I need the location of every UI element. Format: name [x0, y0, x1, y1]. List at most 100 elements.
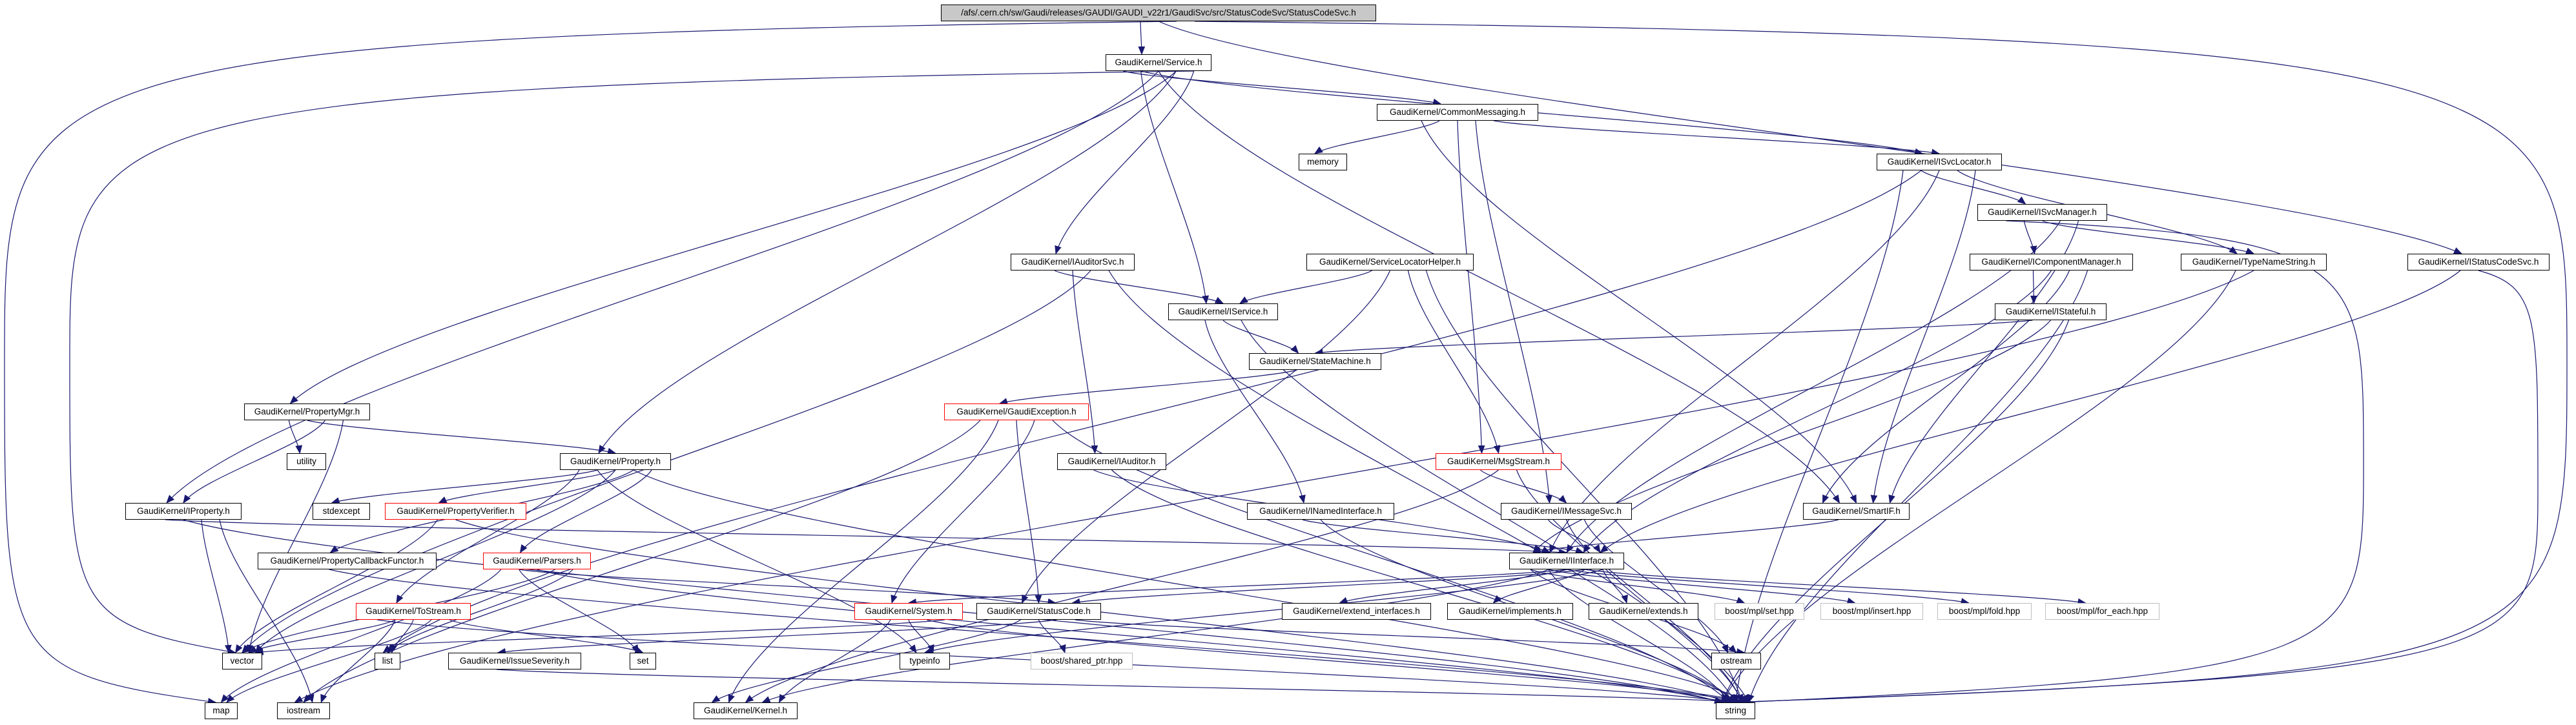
include-edge-iinterface-statuscode [1071, 569, 1585, 606]
graph-node-iservice[interactable]: GaudiKernel/IService.h [1168, 303, 1278, 320]
graph-node-sharedptr[interactable]: boost/shared_ptr.hpp [1031, 653, 1133, 669]
graph-node-istatuscodesvc[interactable]: GaudiKernel/IStatusCodeSvc.h [2407, 254, 2550, 271]
include-edge-propertymgr-iproperty [183, 420, 325, 504]
include-edge-statuscode-ostream [1075, 619, 1746, 655]
include-edge-tostream-list [390, 619, 414, 654]
graph-node-system[interactable]: GaudiKernel/System.h [854, 603, 963, 620]
include-edge-commonmsg-msgstream [1457, 120, 1485, 454]
graph-node-iproperty[interactable]: GaudiKernel/IProperty.h [125, 503, 242, 520]
include-edge-iproperty-vector [201, 519, 232, 654]
graph-node-gaudiexception[interactable]: GaudiKernel/GaudiException.h [944, 403, 1089, 420]
graph-node-commonmsg[interactable]: GaudiKernel/CommonMessaging.h [1377, 104, 1538, 121]
graph-node-extends[interactable]: GaudiKernel/extends.h [1589, 603, 1698, 620]
include-edge-property-propertyverifier [438, 469, 616, 504]
graph-node-mplforeach[interactable]: boost/mpl/for_each.hpp [2045, 603, 2159, 620]
include-edge-system-string [926, 619, 1743, 704]
graph-node-msgstream[interactable]: GaudiKernel/MsgStream.h [1436, 453, 1561, 470]
include-edge-svclochelper-string [1425, 270, 1744, 704]
graph-node-smartif[interactable]: GaudiKernel/SmartIF.h [1803, 503, 1910, 520]
graph-node-statuscode[interactable]: GaudiKernel/StatusCode.h [976, 603, 1101, 620]
graph-node-typeinfo[interactable]: typeinfo [900, 653, 950, 669]
graph-node-list[interactable]: list [375, 653, 400, 669]
include-edge-tostream-set [449, 619, 644, 653]
include-edge-iinterface-extends [1602, 569, 1628, 604]
include-edge-iinterface-mplinsert [1548, 569, 1856, 605]
graph-node-imessagesvc[interactable]: GaudiKernel/IMessageSvc.h [1501, 503, 1632, 520]
include-edge-iinterface-string [1548, 569, 1729, 704]
include-edge-system-kernel [778, 619, 891, 704]
include-edge-isvcmanager-icompmgr [2023, 220, 2037, 255]
graph-node-icompmgr[interactable]: GaudiKernel/IComponentManager.h [1970, 254, 2133, 271]
graph-node-svclochelper[interactable]: GaudiKernel/ServiceLocatorHelper.h [1306, 254, 1474, 271]
include-edge-service-commonmsg [1123, 70, 1442, 106]
include-edge-parsers-string [537, 569, 1724, 704]
include-edge-service-smartif [1158, 70, 1840, 504]
graph-node-propertymgr[interactable]: GaudiKernel/PropertyMgr.h [244, 403, 370, 420]
graph-node-mplfold[interactable]: boost/mpl/fold.hpp [1937, 603, 2032, 620]
include-edge-iinterface-system [907, 569, 1567, 606]
graph-node-string[interactable]: string [1716, 702, 1755, 719]
include-edge-svclochelper-statuscode [1021, 270, 1391, 604]
graph-node-tostream[interactable]: GaudiKernel/ToStream.h [356, 603, 471, 620]
include-edge-istateful-iinterface [1532, 320, 2051, 553]
include-edge-propertyverifier-vector [235, 519, 438, 654]
include-edge-msgstream-kernel [745, 469, 1499, 703]
graph-node-parsers[interactable]: GaudiKernel/Parsers.h [483, 553, 591, 569]
include-edge-istatuscodesvc-string [1728, 270, 2539, 706]
graph-node-propertyverifier[interactable]: GaudiKernel/PropertyVerifier.h [385, 503, 526, 520]
graph-node-extendifaces[interactable]: GaudiKernel/extend_interfaces.h [1282, 603, 1431, 620]
graph-node-iostream[interactable]: iostream [277, 702, 330, 719]
graph-node-iauditorsvc[interactable]: GaudiKernel/IAuditorSvc.h [1011, 254, 1135, 271]
include-edge-iauditorsvc-iservice [1054, 270, 1224, 304]
graph-node-issueseverity[interactable]: GaudiKernel/IssueSeverity.h [448, 653, 581, 669]
graph-node-iauditor[interactable]: GaudiKernel/IAuditor.h [1057, 453, 1166, 470]
graph-node-vector[interactable]: vector [222, 653, 262, 669]
graph-node-ostream[interactable]: ostream [1711, 653, 1761, 669]
include-edge-isvcmanager-typenamestring [2042, 220, 2255, 254]
include-edge-issueseverity-string [496, 669, 1750, 706]
include-edge-isvcmanager-string [1741, 220, 2364, 706]
graph-node-utility[interactable]: utility [287, 453, 326, 470]
graph-node-iinterface[interactable]: GaudiKernel/IInterface.h [1509, 553, 1624, 569]
graph-node-implements[interactable]: GaudiKernel/implements.h [1447, 603, 1573, 620]
include-edge-icompmgr-smartif [1822, 270, 2070, 504]
graph-node-kernel[interactable]: GaudiKernel/Kernel.h [694, 702, 798, 719]
include-edge-property-parsers [519, 469, 652, 554]
include-edge-service-property [598, 70, 1177, 454]
graph-node-property[interactable]: GaudiKernel/Property.h [560, 453, 671, 470]
include-edge-property-stdexcept [331, 469, 598, 504]
graph-node-memory[interactable]: memory [1299, 154, 1347, 170]
include-edge-root-service [1138, 21, 1146, 56]
graph-node-mplinsert[interactable]: boost/mpl/insert.hpp [1820, 603, 1923, 620]
graph-node-statemachine[interactable]: GaudiKernel/StateMachine.h [1249, 353, 1381, 370]
include-edge-iauditor-string [1111, 469, 1736, 703]
include-edge-iservice-statemachine [1222, 320, 1299, 354]
include-edge-root-string [1194, 21, 2568, 706]
graph-node-typenamestring[interactable]: GaudiKernel/TypeNameString.h [2181, 254, 2327, 271]
graph-node-set[interactable]: set [630, 653, 656, 669]
graph-node-inamedinterface[interactable]: GaudiKernel/INamedInterface.h [1247, 503, 1394, 520]
graph-node-isvcmanager[interactable]: GaudiKernel/ISvcManager.h [1977, 204, 2107, 221]
include-edge-iproperty-iinterface [165, 519, 1568, 556]
graph-node-istateful[interactable]: GaudiKernel/IStateful.h [1995, 303, 2107, 320]
graph-node-propcallback[interactable]: GaudiKernel/PropertyCallbackFunctor.h [258, 553, 437, 569]
graph-node-service[interactable]: GaudiKernel/Service.h [1106, 54, 1211, 71]
include-edge-smartif-iinterface [1532, 519, 1839, 555]
include-edge-iinterface-mplfold [1566, 569, 1970, 605]
include-edge-isvclocator-string [1733, 170, 1904, 704]
include-edge-propcallback-string [329, 569, 1749, 704]
include-edge-istateful-statemachine [1314, 320, 2033, 356]
include-edge-iinterface-typeinfo [923, 569, 1603, 654]
include-edge-icompmgr-string [1747, 270, 2088, 704]
graph-node-stdexcept[interactable]: stdexcept [313, 503, 370, 520]
graph-node-map[interactable]: map [205, 702, 238, 719]
graph-node-isvclocator[interactable]: GaudiKernel/ISvcLocator.h [1877, 154, 2002, 170]
include-edge-service-iauditorsvc [1055, 70, 1195, 255]
include-edge-imessagesvc-ostream [1583, 519, 1729, 654]
include-edge-isvclocator-isvcmanager [1921, 170, 2026, 205]
graph-node-mplset[interactable]: boost/mpl/set.hpp [1715, 603, 1804, 620]
include-edge-gaudiexception-system [891, 420, 1035, 604]
include-edge-iinterface-mplset [1530, 569, 1746, 604]
